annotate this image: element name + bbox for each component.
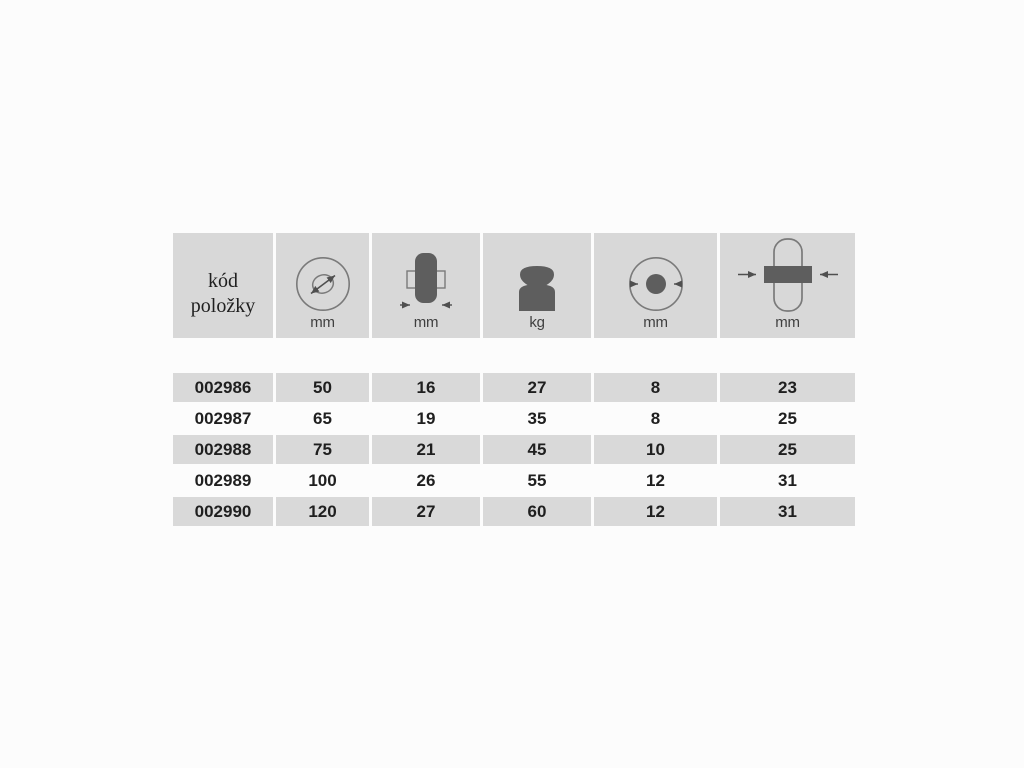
value-cell: 10: [594, 435, 717, 464]
unit-label: mm: [310, 314, 335, 331]
load-capacity-icon: [514, 259, 560, 313]
value-cell: 120: [276, 497, 369, 526]
wheel-diameter-icon: [294, 255, 352, 313]
code-cell: 002988: [173, 435, 273, 464]
value-cell: 75: [276, 435, 369, 464]
code-cell: 002989: [194, 470, 252, 490]
value-cell: 26: [416, 470, 436, 490]
spec-table: kód položky mm: [173, 233, 855, 528]
value-cell: 12: [646, 470, 665, 490]
table-row: 002987 65 19 35 8 25: [173, 404, 855, 433]
value-cell: 8: [650, 408, 661, 428]
value-cell: 45: [483, 435, 591, 464]
value-cell: 100: [308, 470, 337, 490]
value-cell: 31: [720, 497, 855, 526]
value-cell: 19: [416, 408, 436, 428]
table-body: 002986 50 16 27 8 23 002987 65 19 35 8 2…: [173, 373, 855, 526]
unit-label: mm: [413, 314, 439, 331]
code-cell: 002990: [173, 497, 273, 526]
table-row: 002990 120 27 60 12 31: [173, 497, 855, 526]
unit-label: mm: [643, 314, 668, 331]
value-cell: 21: [372, 435, 480, 464]
value-cell: 27: [483, 373, 591, 402]
value-cell: 60: [483, 497, 591, 526]
hub-length-icon: [734, 237, 842, 313]
code-header-cell: kód položky: [173, 233, 273, 338]
table-row: 002988 75 21 45 10 25: [173, 435, 855, 464]
unit-label: mm: [775, 314, 800, 331]
load-capacity-header-cell: kg: [483, 233, 591, 338]
value-cell: 25: [720, 435, 855, 464]
value-cell: 8: [594, 373, 717, 402]
table-row: 002986 50 16 27 8 23: [173, 373, 855, 402]
wheel-width-icon: [398, 251, 454, 313]
value-cell: 23: [720, 373, 855, 402]
bore-diameter-icon: [627, 255, 685, 313]
value-cell: 50: [276, 373, 369, 402]
code-cell: 002987: [194, 408, 252, 428]
unit-label: kg: [529, 314, 545, 331]
table-row: 002989 100 26 55 12 31: [173, 466, 855, 495]
value-cell: 12: [594, 497, 717, 526]
value-cell: 31: [778, 470, 797, 490]
hub-length-header-cell: mm: [720, 233, 855, 338]
value-cell: 55: [527, 470, 547, 490]
value-cell: 25: [778, 408, 797, 428]
wheel-width-header-cell: mm: [372, 233, 480, 338]
value-cell: 16: [372, 373, 480, 402]
code-header-label: kód položky: [190, 269, 256, 317]
bore-diameter-header-cell: mm: [594, 233, 717, 338]
table-header-row: kód položky mm: [173, 233, 855, 338]
value-cell: 35: [527, 408, 547, 428]
value-cell: 27: [372, 497, 480, 526]
wheel-diameter-header-cell: mm: [276, 233, 369, 338]
value-cell: 65: [313, 408, 332, 428]
code-cell: 002986: [173, 373, 273, 402]
